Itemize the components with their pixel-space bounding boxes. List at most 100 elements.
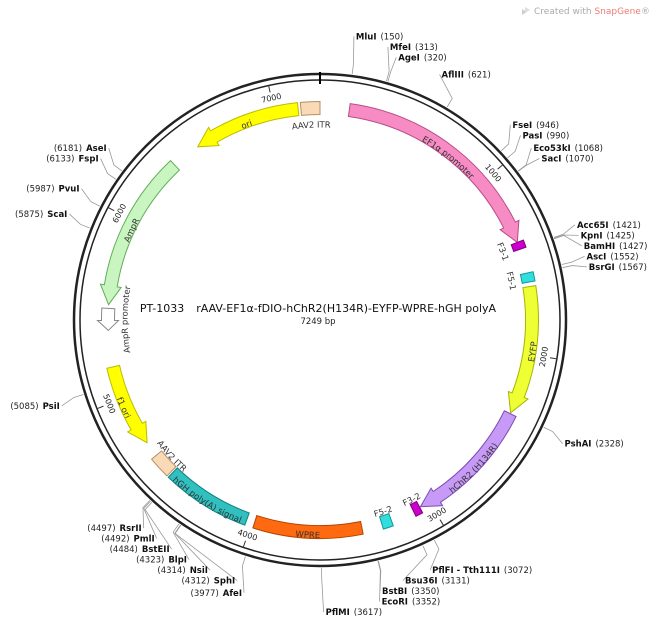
feature-label: AmpR promoter [120,285,133,354]
site-asci: AscI (1552) [561,252,639,265]
site-pflmi: PflMI (3617) [321,567,382,618]
tick-label: 7000 [260,92,282,105]
site-fspi: (6133) FspI [46,154,117,180]
site-saci: SacI (1070) [518,154,594,172]
backbone-ring [72,72,568,568]
site-agei: AgeI (320) [387,53,447,82]
site-leader [553,224,576,238]
feature-ampr: AmpR [99,159,181,306]
tick-mark [242,540,246,548]
site-leader [402,545,428,581]
site-label: MfeI (313) [390,42,438,52]
site-bsu36i: Bsu36I (3131) [402,545,470,586]
feature-arc [510,239,527,253]
site-bamhi: BamHI (1427) [554,235,647,251]
site-leader [554,235,582,247]
site-label: PshAI (2328) [565,439,624,449]
feature-arc [378,512,394,530]
site-leader [501,124,511,152]
tick-label: 2000 [538,346,550,368]
site-mfei: MfeI (313) [386,42,438,82]
site-label: PflFI - Tth111I (3072) [432,566,532,576]
site-label: BstBI (3350) [382,587,440,597]
site-leader [108,147,123,172]
feature-aav2-itr: AAV2 ITR [291,100,331,132]
site-leader [241,556,246,593]
feature-arc [99,159,181,306]
feature-arc [106,364,148,444]
site-label: (6133) FspI [46,154,98,164]
site-label: (4312) SphI [181,576,235,586]
site-ecori: EcoRI (3352) [377,561,441,607]
site-acc65i: Acc65I (1421) [553,220,641,238]
site-label: KpnI (1425) [581,231,635,241]
tick-mark [497,164,504,170]
plasmid-title: PT-1033 rAAV-EF1α-fDIO-hChR2(H134R)-EYFP-… [140,302,497,315]
feature-arc [150,450,177,477]
tick-label: 4000 [236,528,258,543]
snapgene-logo-icon [522,7,530,15]
site-leader [351,36,355,75]
site-label: SacI (1070) [541,154,593,164]
tick-mark [439,519,445,526]
site-pvui: (5987) PvuI [26,184,100,207]
tick-label: 3000 [426,505,448,523]
site-leader [172,523,190,560]
feature-arc [196,102,300,148]
site-label: Eco53kI (1068) [533,144,603,154]
site-leader [81,188,100,207]
site-label: (4484) BstEII [110,545,170,555]
site-leader [377,561,381,602]
site-label: BsrGI (1567) [589,262,647,272]
site-rsrii: (4497) RsrII [87,500,151,534]
site-eco53ki: Eco53kI (1068) [517,144,603,172]
feature-ori: ori [196,102,300,148]
site-leader [386,46,390,82]
site-leader [517,147,532,172]
site-label: (4492) PmlI [101,534,154,544]
site-label: Acc65I (1421) [577,220,641,230]
site-label: (5987) PvuI [26,184,79,194]
tick-mark [268,85,271,93]
site-leader [174,524,211,571]
feature-label: EF1α promoter [420,134,476,181]
site-leader [429,539,440,571]
site-pshai: PshAI (2328) [543,426,624,449]
site-label: PflMI (3617) [326,608,382,618]
site-leader [543,426,563,444]
site-label: (4323) BlpI [136,555,187,565]
feature-arc [167,467,250,526]
site-label: FseI (946) [512,120,559,130]
site-bsteii: (4484) BstEII [110,502,172,555]
feature-label: hGH poly(A) signal [171,475,243,525]
brand-text: Created with SnapGene® [534,7,650,17]
tick-mark [96,405,104,410]
site-leader [143,500,158,539]
feature-label: ori [240,118,254,131]
site-afei: (3977) AfeI [191,556,246,598]
site-nsii: (4314) NsiI [157,524,211,576]
feature-arc [419,410,517,508]
restriction-sites: MluI (150)MfeI (313)AgeI (320) AflIII (621) Fs… [10,32,647,618]
site-label: (3977) AfeI [191,588,242,598]
site-leader [562,265,587,269]
site-leader [561,255,585,265]
site-label: AflIII (621) [442,70,491,80]
feature-label: WPRE [295,529,320,540]
site-leader [69,213,90,229]
site-leader [142,500,151,529]
site-pasi: PasI (990) [507,131,569,159]
site-leader [507,135,521,159]
site-label: (5875) ScaI [15,209,67,219]
feature-wpre: WPRE [252,514,364,541]
feature-label: F3-1 [495,241,511,262]
site-label: PasI (990) [522,131,569,141]
site-label: EcoRI (3352) [382,597,441,607]
site-pflfi-tth111i: PflFI - Tth111I (3072) [429,539,532,576]
site-bsrgi: BsrGI (1567) [562,262,647,272]
snapgene-watermark: Created with SnapGene® [522,7,650,17]
feature-label: AAV2 ITR [291,120,331,132]
site-kpni: KpnI (1425) [554,231,635,241]
feature-label: F5-1 [504,271,518,291]
